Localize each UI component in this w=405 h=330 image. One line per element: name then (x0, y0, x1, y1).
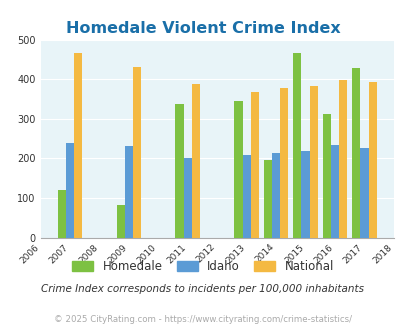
Legend: Homedale, Idaho, National: Homedale, Idaho, National (67, 255, 338, 278)
Bar (250, 92, 258, 238)
Bar (309, 86, 317, 238)
Bar (359, 148, 368, 238)
Bar (175, 104, 183, 238)
Text: Crime Index corresponds to incidents per 100,000 inhabitants: Crime Index corresponds to incidents per… (41, 284, 364, 294)
Bar (292, 53, 301, 238)
Bar (58, 190, 66, 238)
Bar (322, 114, 330, 238)
Bar (330, 145, 338, 238)
Bar (116, 205, 124, 238)
Bar (368, 82, 376, 238)
Bar (192, 84, 200, 238)
Bar (124, 146, 133, 238)
Bar (66, 143, 74, 238)
Bar (183, 158, 192, 238)
Bar (279, 88, 288, 238)
Bar (338, 81, 346, 238)
Bar (133, 67, 141, 238)
Bar (242, 155, 250, 238)
Text: © 2025 CityRating.com - https://www.cityrating.com/crime-statistics/: © 2025 CityRating.com - https://www.city… (54, 315, 351, 324)
Text: Homedale Violent Crime Index: Homedale Violent Crime Index (66, 21, 339, 36)
Bar (271, 153, 279, 238)
Bar (74, 53, 82, 238)
Bar (234, 101, 242, 238)
Bar (263, 160, 271, 238)
Bar (301, 151, 309, 238)
Bar (351, 68, 359, 238)
